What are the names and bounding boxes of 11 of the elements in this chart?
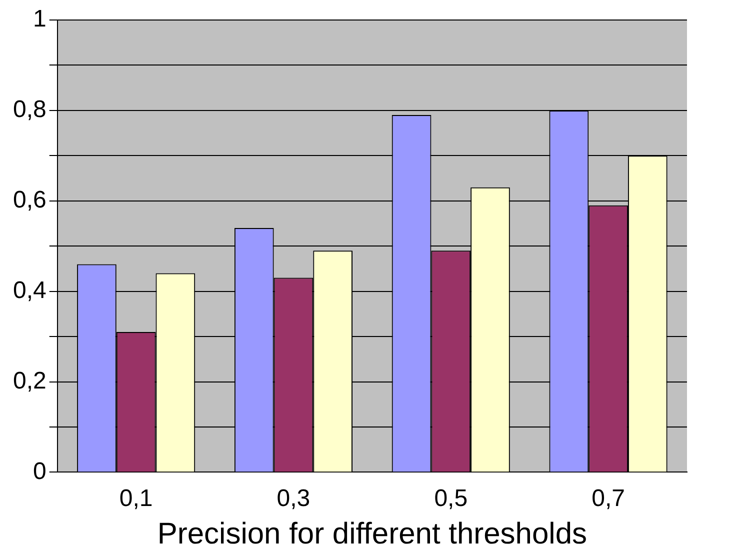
x-tick-label: 0,1 [119,485,153,512]
x-tick-label: 0,5 [434,485,468,512]
y-tick-label: 0,6 [12,186,46,214]
y-tick-label: 0,4 [12,276,46,304]
x-tick-label: 0,7 [592,485,625,512]
y-tick-label: 0 [33,458,46,485]
y-tick-label: 1 [33,6,46,33]
y-tick-label: 0,8 [12,96,46,124]
x-axis-title: Precision for different thresholds [157,517,588,550]
x-tick-label: 0,3 [276,485,310,512]
y-tick-label: 0,2 [12,367,46,394]
